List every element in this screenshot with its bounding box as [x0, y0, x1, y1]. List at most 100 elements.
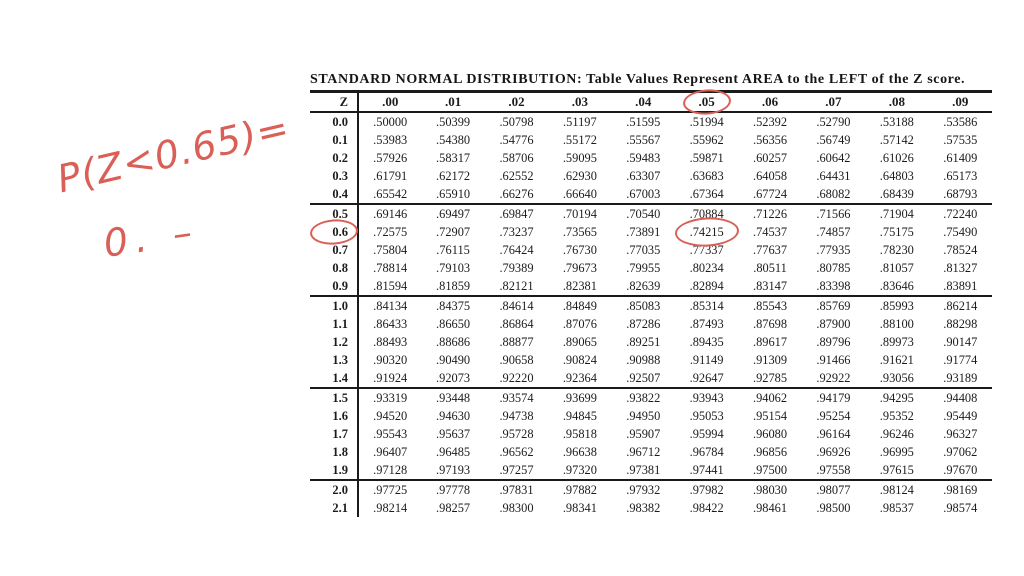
table-cell: .73565	[562, 225, 597, 239]
z-table-grid: Z .00.01.02.03.04.05.06.07.08.09 0.0 .5000…	[308, 87, 992, 517]
table-cell: .70194	[548, 203, 612, 223]
table-cell: .92922	[816, 371, 851, 385]
table-cell: .80234	[689, 261, 724, 275]
row-label-1.2: 1.2	[310, 333, 359, 351]
table-cell: .83398	[816, 279, 851, 293]
table-cell: .98257	[436, 501, 471, 515]
row-label-1.9: 1.9	[310, 461, 359, 480]
table-cell: .68793	[943, 187, 978, 201]
table-row-1.6: 1.6 .94520 .94630 .94738 .94845 .94950 .95053.…	[310, 407, 992, 425]
col-header-03: .03	[548, 93, 612, 113]
table-cell: .98382	[626, 501, 661, 515]
table-cell: .93574	[484, 387, 549, 407]
table-cell: .78230	[879, 243, 914, 257]
table-cell: .89973	[879, 335, 914, 349]
table-cell: .91309	[753, 353, 788, 367]
table-cell: .97500	[753, 463, 788, 477]
table-row-1.8: 1.8 .96407 .96485 .96562 .96638 .96712 .96784.…	[310, 443, 992, 461]
table-cell: .70540	[611, 203, 675, 223]
table-cell: .71226	[738, 203, 802, 223]
table-cell: .95907	[626, 427, 661, 441]
table-cell: .91621	[879, 353, 914, 367]
table-row-1.7: 1.7 .95543 .95637 .95728 .95818 .95907 .95994.…	[310, 425, 992, 443]
row-label-0.8: 0.8	[310, 259, 359, 277]
table-row-2.1: 2.1 .98214 .98257 .98300 .98341 .98382 .98422.…	[310, 499, 992, 517]
col-header-02: .02	[484, 93, 549, 113]
table-cell: .89617	[753, 335, 788, 349]
table-cell: .95637	[436, 427, 471, 441]
table-cell: .94630	[436, 409, 471, 423]
table-cell: .79673	[562, 261, 597, 275]
row-label-0.5: 0.5	[310, 203, 359, 223]
table-cell: .76424	[499, 243, 534, 257]
table-cell: .95449	[943, 409, 978, 423]
table-cell: .77035	[626, 243, 661, 257]
table-cell: .52790	[816, 115, 851, 129]
table-cell: .82894	[689, 279, 724, 293]
table-cell: .98537	[879, 501, 914, 515]
table-cell: .55567	[626, 133, 661, 147]
table-cell: .95053	[689, 409, 724, 423]
table-cell: .50399	[436, 115, 471, 129]
table-row-1.2: 1.2 .88493 .88686 .88877 .89065 .89251 .89435.…	[310, 333, 992, 351]
table-cell: .74537	[753, 225, 788, 239]
table-cell: .85083	[611, 295, 675, 315]
table-cell: .67003	[626, 187, 661, 201]
table-cell: .94062	[738, 387, 802, 407]
table-cell: .72907	[436, 225, 471, 239]
table-cell: .91466	[816, 353, 851, 367]
table-cell: .96485	[436, 445, 471, 459]
table-row-1.0: 1.0.84134.84375.84614.84849.85083.85314.…	[310, 295, 992, 315]
table-cell: .57535	[943, 133, 978, 147]
row-label-0.9: 0.9	[310, 277, 359, 296]
table-cell: .62930	[562, 169, 597, 183]
table-cell: .62172	[436, 169, 471, 183]
table-cell: .79103	[436, 261, 471, 275]
table-cell: .93189	[943, 371, 978, 385]
table-cell: .84614	[484, 295, 549, 315]
table-cell: .73891	[626, 225, 661, 239]
table-cell: .94179	[801, 387, 866, 407]
col-header-00: .00	[358, 93, 422, 113]
table-cell: .85769	[801, 295, 866, 315]
table-cell: .97670	[943, 463, 978, 477]
col-header-07: .07	[801, 93, 866, 113]
table-cell: .98574	[943, 501, 978, 515]
table-cell: .95154	[753, 409, 788, 423]
table-cell: .92647	[689, 371, 724, 385]
table-cell: .74215	[673, 215, 740, 249]
table-cell: .97381	[626, 463, 661, 477]
table-cell: .87900	[816, 317, 851, 331]
table-cell: .91924	[373, 371, 408, 385]
table-cell: .92507	[626, 371, 661, 385]
table-cell: .98169	[928, 479, 992, 499]
table-cell: .90490	[436, 353, 471, 367]
table-cell: .98124	[865, 479, 929, 499]
table-cell: .94408	[928, 387, 992, 407]
table-cell: .88686	[436, 335, 471, 349]
table-cell: .90988	[626, 353, 661, 367]
table-cell: .79955	[626, 261, 661, 275]
table-cell: .53188	[879, 115, 914, 129]
table-cell: .85314	[674, 295, 739, 315]
table-cell: .58317	[436, 151, 471, 165]
table-cell: .96080	[753, 427, 788, 441]
table-cell: .71904	[865, 203, 929, 223]
table-cell: .71566	[801, 203, 866, 223]
table-cell: .75804	[373, 243, 408, 257]
table-cell: .97128	[373, 463, 408, 477]
col-header-09: .09	[928, 93, 992, 113]
row-label-0.1: 0.1	[310, 131, 359, 149]
table-cell: .88877	[499, 335, 534, 349]
table-cell: .92220	[499, 371, 534, 385]
table-row-1.3: 1.3 .90320 .90490 .90658 .90824 .90988 .91149.…	[310, 351, 992, 369]
table-cell: .76730	[562, 243, 597, 257]
table-cell: .96638	[562, 445, 597, 459]
table-cell: .95254	[816, 409, 851, 423]
table-cell: .86650	[436, 317, 471, 331]
table-row-0.7: 0.7 .75804 .76115 .76424 .76730 .77035 .77337.…	[310, 241, 992, 259]
table-cell: .98300	[499, 501, 534, 515]
table-row-0.6: 0.6 .72575 .72907 .73237 .73565 .73891 .74215.…	[308, 215, 992, 249]
table-cell: .83891	[943, 279, 978, 293]
row-label-1.8: 1.8	[310, 443, 359, 461]
